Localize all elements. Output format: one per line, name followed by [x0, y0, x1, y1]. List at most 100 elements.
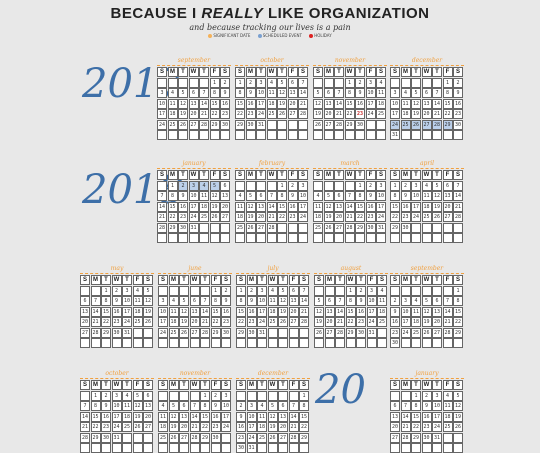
- day-cell[interactable]: 23: [287, 212, 298, 222]
- day-cell[interactable]: 12: [132, 401, 143, 411]
- day-cell[interactable]: [390, 77, 400, 88]
- day-cell[interactable]: [143, 338, 153, 348]
- day-cell[interactable]: 5: [178, 88, 188, 98]
- day-cell[interactable]: 23: [453, 109, 463, 119]
- day-cell[interactable]: 31: [256, 119, 266, 130]
- day-cell[interactable]: 31: [376, 222, 386, 233]
- day-cell[interactable]: [313, 130, 323, 140]
- day-cell[interactable]: [442, 443, 453, 453]
- day-cell[interactable]: 14: [432, 98, 442, 109]
- day-cell[interactable]: 24: [188, 212, 199, 222]
- day-cell[interactable]: [334, 180, 344, 191]
- day-cell[interactable]: [453, 432, 463, 443]
- day-cell[interactable]: 12: [178, 98, 188, 109]
- day-cell[interactable]: 22: [390, 212, 400, 222]
- day-cell[interactable]: 2: [365, 180, 376, 191]
- day-cell[interactable]: 23: [221, 317, 231, 327]
- day-cell[interactable]: [189, 390, 200, 401]
- day-cell[interactable]: 23: [421, 422, 432, 432]
- day-cell[interactable]: 3: [221, 390, 231, 401]
- day-cell[interactable]: [199, 77, 209, 88]
- day-cell[interactable]: [122, 432, 132, 443]
- day-cell[interactable]: [158, 338, 168, 348]
- day-cell[interactable]: 4: [421, 180, 432, 191]
- day-cell[interactable]: 3: [111, 390, 122, 401]
- day-cell[interactable]: [323, 180, 334, 191]
- day-cell[interactable]: 8: [453, 296, 463, 306]
- day-cell[interactable]: [432, 77, 442, 88]
- day-cell[interactable]: 10: [298, 191, 308, 201]
- day-cell[interactable]: [199, 130, 209, 140]
- day-cell[interactable]: 11: [235, 201, 245, 212]
- day-cell[interactable]: 6: [288, 285, 299, 296]
- day-cell[interactable]: 9: [221, 296, 231, 306]
- day-cell[interactable]: 24: [111, 422, 122, 432]
- day-cell[interactable]: 24: [157, 119, 167, 130]
- day-cell[interactable]: [199, 233, 209, 243]
- day-cell[interactable]: 2: [111, 285, 122, 296]
- day-cell[interactable]: 10: [158, 306, 168, 317]
- day-cell[interactable]: 19: [313, 109, 323, 119]
- day-cell[interactable]: [221, 443, 231, 453]
- day-cell[interactable]: 3: [298, 180, 308, 191]
- day-cell[interactable]: [167, 77, 178, 88]
- day-cell[interactable]: [266, 119, 277, 130]
- day-cell[interactable]: 10: [122, 296, 132, 306]
- day-cell[interactable]: 6: [80, 296, 90, 306]
- day-cell[interactable]: 30: [365, 222, 376, 233]
- day-cell[interactable]: [245, 233, 256, 243]
- day-cell[interactable]: 27: [421, 119, 432, 130]
- day-cell[interactable]: [356, 338, 366, 348]
- day-cell[interactable]: [221, 338, 231, 348]
- day-cell[interactable]: 8: [442, 88, 453, 98]
- day-cell[interactable]: 10: [366, 296, 377, 306]
- day-cell[interactable]: 6: [179, 401, 189, 411]
- day-cell[interactable]: 1: [236, 285, 246, 296]
- day-cell[interactable]: [256, 130, 266, 140]
- day-cell[interactable]: [376, 233, 386, 243]
- day-cell[interactable]: 17: [298, 201, 308, 212]
- day-cell[interactable]: 6: [278, 401, 288, 411]
- day-cell[interactable]: 3: [400, 296, 411, 306]
- day-cell[interactable]: 16: [365, 201, 376, 212]
- day-cell[interactable]: 11: [199, 191, 209, 201]
- day-cell[interactable]: [421, 130, 432, 140]
- day-cell[interactable]: 9: [236, 411, 246, 422]
- day-cell[interactable]: 23: [220, 109, 230, 119]
- day-cell[interactable]: [122, 443, 132, 453]
- day-cell[interactable]: [189, 338, 200, 348]
- day-cell[interactable]: [157, 180, 167, 191]
- day-cell[interactable]: 16: [178, 201, 188, 212]
- day-cell[interactable]: 13: [80, 306, 90, 317]
- day-cell[interactable]: 14: [288, 411, 299, 422]
- day-cell[interactable]: 9: [356, 296, 366, 306]
- day-cell[interactable]: [299, 443, 309, 453]
- day-cell[interactable]: 1: [355, 180, 365, 191]
- day-cell[interactable]: 5: [323, 191, 334, 201]
- day-cell[interactable]: 4: [400, 88, 411, 98]
- day-cell[interactable]: 10: [257, 296, 267, 306]
- day-cell[interactable]: 13: [278, 411, 288, 422]
- day-cell[interactable]: 26: [267, 432, 278, 443]
- day-cell[interactable]: 22: [200, 422, 210, 432]
- day-cell[interactable]: [390, 390, 400, 401]
- day-cell[interactable]: 1: [200, 390, 210, 401]
- day-cell[interactable]: 20: [324, 317, 335, 327]
- day-cell[interactable]: 29: [453, 327, 463, 338]
- day-cell[interactable]: [299, 338, 309, 348]
- day-cell[interactable]: 14: [266, 201, 277, 212]
- day-cell[interactable]: 4: [168, 296, 179, 306]
- day-cell[interactable]: 22: [101, 317, 111, 327]
- day-cell[interactable]: 17: [390, 109, 400, 119]
- day-cell[interactable]: 29: [344, 119, 355, 130]
- day-cell[interactable]: 26: [132, 422, 143, 432]
- day-cell[interactable]: 6: [220, 180, 230, 191]
- day-cell[interactable]: 9: [246, 296, 257, 306]
- day-cell[interactable]: [178, 233, 188, 243]
- day-cell[interactable]: [189, 285, 200, 296]
- day-cell[interactable]: 27: [143, 422, 153, 432]
- day-cell[interactable]: 25: [167, 119, 178, 130]
- day-cell[interactable]: [122, 338, 132, 348]
- day-cell[interactable]: 12: [323, 201, 334, 212]
- day-cell[interactable]: 12: [278, 296, 288, 306]
